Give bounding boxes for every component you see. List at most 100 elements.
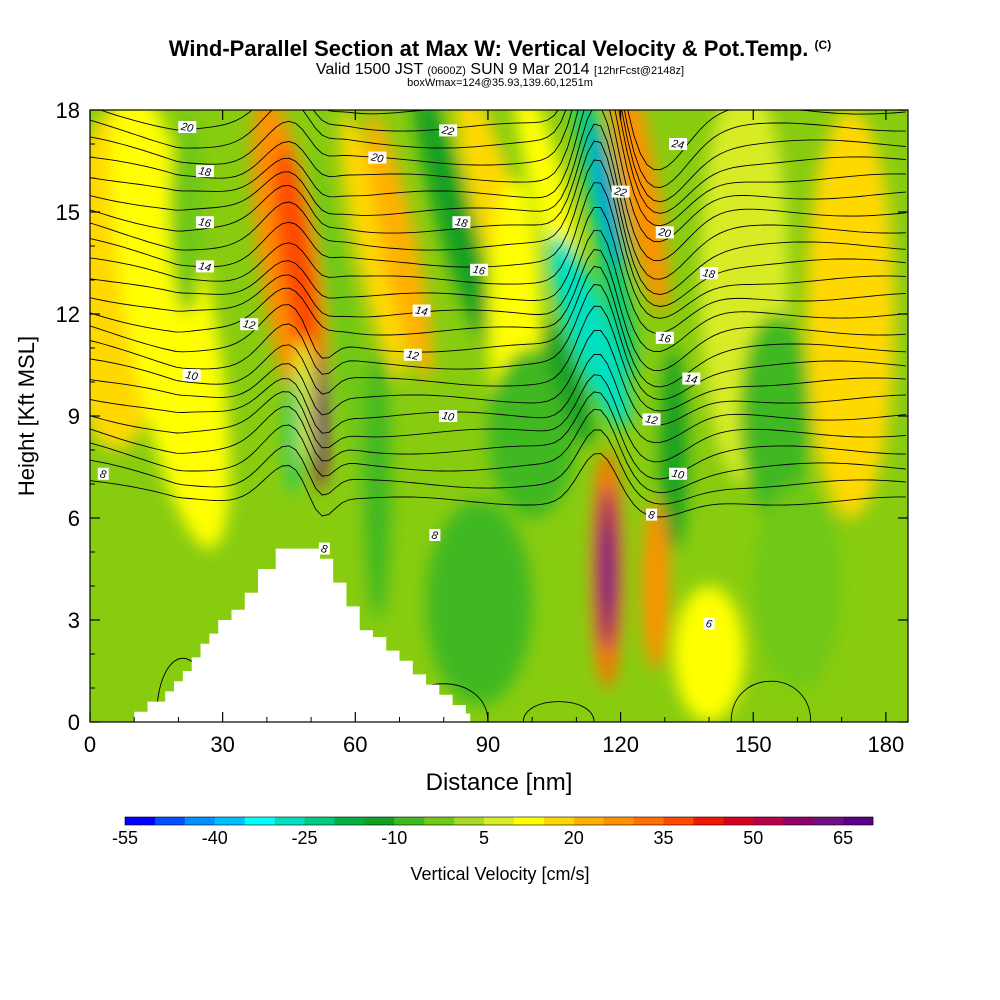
terrain (90, 548, 908, 722)
colorbar-tick-label: 20 (564, 828, 584, 848)
contour-label: 16 (195, 216, 214, 231)
contour-label: 16 (470, 264, 489, 278)
svg-text:18: 18 (702, 267, 717, 281)
svg-text:20: 20 (369, 151, 385, 166)
svg-text:12: 12 (242, 318, 256, 332)
theta-contour (90, 110, 906, 243)
velocity-region-downdraft-tail-east (549, 234, 631, 428)
theta-contour (90, 265, 906, 388)
contour-labels: 20 18 16 14 12 10 8 22 20 18 16 14 12 10 8 8 24 22 20 18 16 1… (97, 121, 719, 631)
contour-label: 20 (655, 226, 674, 241)
colorbar-label: Vertical Velocity [cm/s] (410, 864, 589, 884)
y-tick-label: 12 (56, 302, 80, 327)
contour-label: 18 (195, 165, 214, 180)
theta-contour (90, 374, 906, 463)
theta-contour (90, 123, 906, 280)
contour-label: 10 (669, 468, 688, 482)
svg-text:16: 16 (657, 332, 672, 346)
svg-text:24: 24 (670, 138, 685, 152)
colorbar-tick-label: -10 (381, 828, 407, 848)
svg-text:10: 10 (184, 369, 199, 383)
contour-label: 16 (655, 332, 674, 346)
colorbar-swatch (454, 817, 485, 825)
plot-area: 20 18 16 14 12 10 8 22 20 18 16 14 12 10 8 8 24 22 20 18 16 1… (90, 110, 908, 722)
svg-text:8: 8 (320, 543, 329, 556)
svg-text:20: 20 (179, 121, 195, 136)
valid-date: SUN 9 Mar 2014 (470, 61, 590, 78)
theta-contour (90, 353, 906, 444)
colorbar-swatch (813, 817, 844, 825)
svg-text:22: 22 (612, 185, 627, 199)
svg-text:18: 18 (454, 216, 469, 230)
colorbar-swatch (843, 817, 874, 825)
theta-contour (90, 284, 906, 401)
x-tick-label: 120 (602, 732, 639, 757)
velocity-region-downdraft-mid (364, 348, 391, 620)
svg-text:18: 18 (198, 165, 213, 179)
velocity-region-updraft-peak-east (601, 518, 614, 620)
colorbar-swatch (633, 817, 664, 825)
svg-text:8: 8 (99, 468, 108, 481)
contour-label: 20 (178, 121, 197, 136)
theta-contour (90, 330, 906, 426)
velocity-region-weak-downdraft-left (169, 110, 205, 314)
contour-label: 22 (439, 124, 458, 139)
colorbar-swatch (394, 817, 425, 825)
theta-contour (90, 391, 906, 480)
box-info: boxWmax=124@35.93,139.60,1251m (407, 77, 593, 89)
contour-label: 18 (452, 216, 471, 231)
valid-time: Valid 1500 JST (315, 61, 423, 78)
theta-contour (90, 229, 906, 353)
contour-label: 10 (439, 410, 458, 424)
contour-label: 24 (669, 138, 688, 152)
contour-label: 22 (611, 185, 630, 200)
colorbar-swatch (364, 817, 395, 825)
colorbar: -55 -40 -25 -10 5 20 35 50 65 (112, 816, 874, 848)
theta-contour (90, 453, 906, 518)
theta-contour (90, 110, 906, 214)
velocity-region-downdraft-core-east (592, 121, 622, 269)
svg-text:20: 20 (656, 226, 672, 241)
svg-text:16: 16 (472, 264, 487, 278)
theta-contour (90, 140, 906, 295)
velocity-region-strong-updraft-west (273, 145, 322, 381)
contour-label: 14 (412, 304, 431, 319)
y-axis: 0 3 6 9 12 15 18 (56, 98, 908, 735)
forecast-info: [12hrFcst@2148z] (594, 65, 685, 77)
chart-subtitle: Valid 1500 JST (0600Z) SUN 9 Mar 2014 [1… (0, 61, 1000, 79)
y-tick-label: 0 (68, 710, 80, 735)
theta-contour-low (730, 680, 812, 722)
svg-text:14: 14 (684, 372, 698, 386)
velocity-region-downdraft-low-mid (487, 348, 577, 518)
colorbar-swatch (304, 817, 335, 825)
x-tick-label: 60 (343, 732, 367, 757)
velocity-region-updraft-peak-west (315, 388, 325, 471)
theta-contour (90, 249, 906, 372)
colorbar-swatch (184, 817, 216, 825)
colorbar-tick-label: 65 (833, 828, 853, 848)
x-axis-label: Distance [nm] (426, 769, 573, 796)
colorbar-swatch (484, 817, 515, 825)
x-tick-label: 180 (868, 732, 905, 757)
velocity-region-weak-updraft-sfc (673, 586, 745, 722)
x-axis: 0 30 60 90 120 150 180 (84, 110, 904, 757)
contour-label: 6 (703, 617, 715, 631)
colorbar-tick-label: -55 (112, 828, 138, 848)
velocity-region-downdraft-low (426, 501, 533, 705)
colorbar-swatch (214, 817, 245, 825)
chart-title: Wind-Parallel Section at Max W: Vertical… (0, 36, 1000, 62)
theta-contour (90, 110, 906, 203)
colorbar-tick-label: 35 (654, 828, 674, 848)
svg-text:14: 14 (414, 304, 428, 318)
colorbar-swatch (753, 817, 784, 825)
utc-time: (0600Z) (427, 65, 466, 77)
colorbar-tick-label: 50 (743, 828, 763, 848)
velocity-region-downdraft-tail-low (541, 317, 594, 447)
colorbar-swatch (723, 817, 754, 825)
theta-contour-low (522, 701, 595, 722)
theta-contour (90, 429, 906, 505)
theta-contour (90, 182, 906, 319)
velocity-region-weak-updraft-edge (806, 110, 895, 518)
theta-contour (90, 305, 906, 412)
